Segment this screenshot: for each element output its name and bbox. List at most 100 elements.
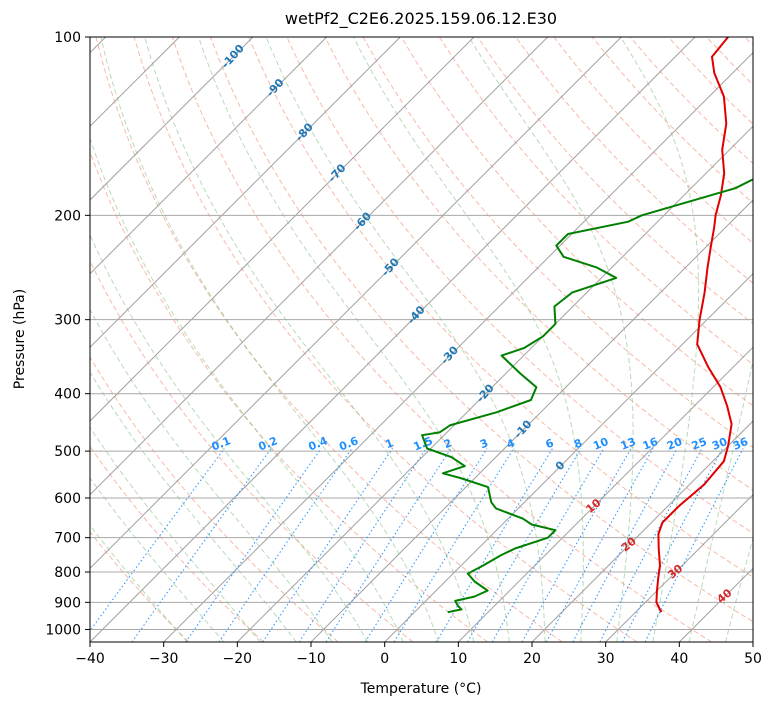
- dry-adiabat-line: [210, 37, 753, 623]
- mixing-ratio-label: 8: [572, 436, 584, 451]
- mixing-ratio-line: [131, 448, 272, 642]
- dry-adiabat-line: [90, 150, 488, 642]
- moist-adiabat-line: [468, 37, 634, 642]
- dry-adiabat-line: [515, 37, 753, 284]
- dry-adiabat-line: [133, 37, 638, 642]
- y-tick-label: 1000: [45, 622, 81, 638]
- isotherm-line: [236, 125, 753, 642]
- isotherm-line: [90, 37, 549, 496]
- isotherm-line: [752, 641, 753, 642]
- x-tick-label: −10: [296, 651, 326, 667]
- x-tick-label: 10: [449, 651, 467, 667]
- mixing-ratio-line: [262, 448, 393, 642]
- isotherm-line: [90, 37, 328, 275]
- x-tick-label: −20: [223, 651, 253, 667]
- isotherm-line: [163, 51, 753, 642]
- x-tick-label: −30: [149, 651, 179, 667]
- moist-adiabat-line: [90, 426, 261, 642]
- y-tick-label: 200: [54, 208, 81, 224]
- dry-adiabat-line: [706, 37, 753, 86]
- x-tick-label: 0: [380, 651, 389, 667]
- moist-adiabat-line: [725, 536, 753, 642]
- moist-adiabat-line: [620, 37, 700, 642]
- mixing-ratio-line: [491, 448, 605, 642]
- moist-adiabat-line: [90, 477, 225, 642]
- moist-adiabat-line: [90, 233, 369, 642]
- moist-adiabat-line: [688, 358, 753, 642]
- x-axis-label: Temperature (°C): [360, 681, 482, 697]
- dry-adiabat-line: [668, 37, 753, 125]
- isotherm-line: [90, 37, 622, 570]
- x-tick-label: −40: [75, 651, 105, 667]
- profile-line: [421, 178, 753, 614]
- mixing-ratio-label: 1: [383, 436, 395, 451]
- mixing-ratio-line: [364, 448, 488, 642]
- moist-adiabat-line: [90, 524, 188, 642]
- mixing-ratio-label: 3: [478, 436, 490, 451]
- y-tick-label: 400: [54, 387, 81, 403]
- isotherm-line: [90, 37, 401, 349]
- mixing-ratio-label: 4: [505, 436, 517, 451]
- moist-adiabat-line: [90, 308, 333, 642]
- profile-line: [655, 37, 733, 613]
- x-tick-label: 30: [597, 651, 615, 667]
- dry-adiabat-line: [90, 531, 190, 642]
- y-tick-label: 900: [54, 595, 81, 611]
- mixing-ratio-line: [298, 448, 427, 642]
- isotherm-line: [90, 37, 696, 642]
- y-tick-label: 500: [54, 444, 81, 460]
- y-axis-label: Pressure (hPa): [12, 289, 28, 389]
- y-tick-label: 700: [54, 531, 81, 547]
- dry-adiabat-line: [362, 37, 753, 449]
- mixing-ratio-line: [467, 448, 582, 642]
- moist-adiabat-line: [198, 37, 510, 642]
- mixing-ratio-line: [644, 448, 744, 642]
- plot-frame: [89, 36, 754, 643]
- isotherm-line: [678, 567, 753, 642]
- mixing-ratio-label: 25: [690, 435, 709, 453]
- mixing-ratio-label: 6: [544, 436, 556, 451]
- isotherm-line: [531, 420, 753, 642]
- dry-adiabat-label: -100: [219, 42, 247, 71]
- y-tick-label: 600: [54, 491, 81, 507]
- moist-adiabat-line: [100, 37, 439, 642]
- mixing-ratio-line: [325, 448, 452, 642]
- x-tick-label: 20: [523, 651, 541, 667]
- dry-adiabat-line: [324, 37, 753, 491]
- dry-adiabat-line: [744, 37, 753, 47]
- dry-adiabat-line: [400, 37, 753, 407]
- mixing-ratio-label: 30: [710, 435, 729, 453]
- mixing-ratio-label: 10: [591, 435, 610, 453]
- mixing-ratio-line: [90, 448, 225, 632]
- y-tick-label: 300: [54, 313, 81, 329]
- isotherm-line: [384, 272, 753, 642]
- mixing-ratio-label: 20: [665, 435, 684, 453]
- dry-adiabat-line: [90, 445, 264, 642]
- isotherm-line: [90, 37, 475, 422]
- dry-adiabat-line: [90, 259, 414, 642]
- isotherm-line: [605, 493, 753, 642]
- mixing-ratio-label: 36: [731, 435, 750, 453]
- dry-adiabat-line: [438, 37, 753, 366]
- mixing-ratio-line: [393, 448, 515, 642]
- mixing-ratio-line: [621, 448, 723, 642]
- mixing-ratio-label: 16: [641, 435, 660, 453]
- mixing-ratio-line: [185, 448, 322, 642]
- dry-adiabat-line: [90, 356, 339, 642]
- mixing-ratio-line: [218, 448, 353, 642]
- isotherm-line: [310, 199, 753, 642]
- moist-adiabat-line: [265, 37, 546, 642]
- x-tick-label: 50: [744, 651, 762, 667]
- x-tick-label: 40: [670, 651, 688, 667]
- moist-adiabat-line: [353, 37, 584, 642]
- mixing-ratio-label: 2: [442, 436, 454, 451]
- chart-title: wetPf2_C2E6.2025.159.06.12.E30: [285, 9, 557, 29]
- mixing-ratio-line: [435, 448, 553, 642]
- y-tick-label: 100: [54, 30, 81, 46]
- mixing-ratio-line: [572, 448, 678, 642]
- y-tick-label: 800: [54, 565, 81, 581]
- isotherm-line: [90, 37, 254, 201]
- dry-adiabat-line: [248, 37, 753, 578]
- isotherm-line: [457, 346, 753, 642]
